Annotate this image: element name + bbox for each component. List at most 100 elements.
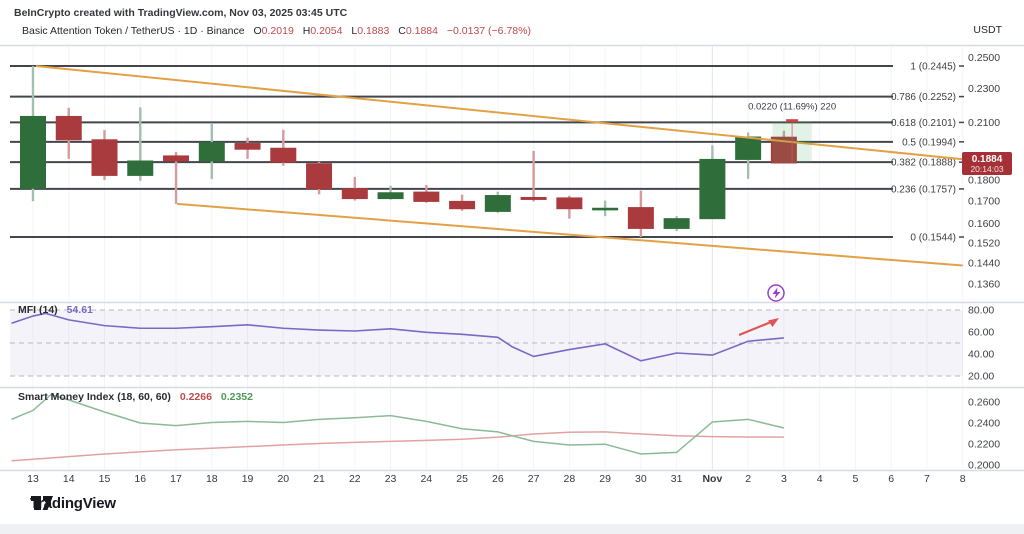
candle-body: [127, 160, 154, 176]
change-value: −0.0137 (−6.78%): [446, 25, 531, 37]
bottom-strip: [0, 524, 1024, 534]
time-axis-label: 16: [134, 473, 146, 485]
last-price-value: 0.1884: [972, 154, 1003, 165]
ohlc-high-value: 0.2054: [310, 25, 343, 37]
time-axis-label: 21: [313, 473, 325, 485]
time-axis-label: 26: [492, 473, 504, 485]
time-axis-label: 8: [960, 473, 966, 485]
smi-legend[interactable]: Smart Money Index (18, 60, 60) 0.2266 0.…: [18, 391, 253, 403]
candle-body: [377, 192, 404, 200]
mfi-axis-tick: 80.00: [968, 305, 994, 317]
flash-marker-bolt: [772, 287, 781, 299]
ohlc-open-value: 0.2019: [261, 25, 294, 37]
symbol-title: Basic Attention Token / TetherUS · 1D · …: [22, 25, 245, 37]
mfi-axis-tick: 20.00: [968, 371, 994, 383]
candle-body: [449, 200, 476, 210]
mfi-title: MFI (14): [18, 304, 58, 316]
smi-slow-line: [11, 393, 785, 455]
time-axis-label: 28: [564, 473, 576, 485]
time-axis-label: Nov: [702, 473, 722, 485]
time-scale-axis[interactable]: [0, 470, 1024, 490]
time-axis-label: 18: [206, 473, 218, 485]
candle-body: [699, 158, 726, 220]
tradingview-logo-icon: [31, 496, 53, 510]
trendline-lower-descending[interactable]: [177, 202, 963, 267]
price-axis-tick: 0.2100: [968, 117, 1000, 129]
mfi-value: 54.61: [66, 304, 93, 316]
candle-body: [663, 218, 690, 229]
fib-level-label: 0 (0.1544): [910, 232, 956, 243]
ohlc-low-label: L: [351, 25, 358, 37]
time-axis-label: 30: [635, 473, 647, 485]
smi-title: Smart Money Index (18, 60, 60): [18, 391, 171, 403]
time-axis-label: 15: [99, 473, 111, 485]
price-axis-tick: 0.1440: [968, 257, 1000, 269]
time-axis-label: 7: [924, 473, 930, 485]
price-axis-tick: 0.1600: [968, 218, 1000, 230]
candle-body: [592, 207, 619, 211]
candle-body: [198, 142, 225, 162]
fib-level-label: 0.618 (0.2101): [891, 118, 956, 129]
time-axis-label: 3: [781, 473, 787, 485]
candle-body: [234, 143, 261, 150]
time-axis-label: 17: [170, 473, 182, 485]
time-axis-label: 23: [385, 473, 397, 485]
measure-range-mark: [786, 119, 799, 123]
price-axis-tick: 0.1700: [968, 196, 1000, 208]
ohlc-close-label: C: [398, 25, 406, 37]
price-axis-tick: 0.1360: [968, 279, 1000, 291]
candle-body: [341, 188, 368, 200]
ohlc-open-label: O: [253, 25, 262, 37]
mfi-axis-tick: 40.00: [968, 349, 994, 361]
smi-axis-tick: 0.2200: [968, 439, 1000, 451]
trendline-upper-descending[interactable]: [35, 65, 963, 161]
mfi-legend[interactable]: MFI (14) 54.61: [18, 304, 93, 316]
time-axis-label: 5: [852, 473, 858, 485]
smi-slow-value: 0.2352: [220, 391, 253, 403]
time-axis-label: 27: [528, 473, 540, 485]
time-axis-label: 24: [420, 473, 432, 485]
candle-body: [20, 115, 46, 189]
quote-currency-label: USDT: [973, 24, 1002, 36]
smi-axis-tick: 0.2000: [968, 460, 1000, 472]
candle-body: [627, 207, 654, 229]
smi-axis-tick: 0.2400: [968, 418, 1000, 430]
smi-fast-value: 0.2266: [179, 391, 212, 403]
price-axis-tick: 0.2300: [968, 83, 1000, 95]
smi-axis-tick: 0.2600: [968, 397, 1000, 409]
ohlc-high-label: H: [302, 25, 311, 37]
time-axis-label: 31: [671, 473, 683, 485]
tradingview-logo[interactable]: TradingView: [30, 495, 116, 512]
candle-body: [484, 195, 511, 212]
last-price-badge: [962, 151, 1012, 175]
price-axis-tick: 0.1520: [968, 237, 1000, 249]
fib-level-label: 0.5 (0.1994): [902, 137, 956, 148]
bar-countdown: 20:14:03: [970, 164, 1003, 174]
candle-body: [556, 197, 583, 210]
ohlc-close-value: 0.1884: [405, 25, 438, 37]
time-axis-label: 2: [745, 473, 751, 485]
fib-level-label: 0.236 (0.1757): [891, 184, 956, 195]
symbol-legend[interactable]: Basic Attention Token / TetherUS · 1D · …: [22, 25, 531, 37]
mfi-axis-tick: 60.00: [968, 327, 994, 339]
time-axis-label: 29: [599, 473, 611, 485]
trend-arrow[interactable]: [738, 320, 772, 337]
candle-body: [91, 139, 118, 176]
price-axis-tick: 0.2500: [968, 52, 1000, 64]
measure-range-label: 0.0220 (11.69%) 220: [748, 102, 836, 113]
time-axis-label: 19: [242, 473, 254, 485]
price-axis-tick: 0.1800: [968, 174, 1000, 186]
time-axis-label: 6: [888, 473, 894, 485]
time-axis-label: 22: [349, 473, 361, 485]
time-axis-label: 14: [63, 473, 75, 485]
mfi-line: [11, 312, 784, 362]
candle-body: [735, 136, 762, 160]
candle-body: [306, 163, 333, 190]
ohlc-low-value: 0.1883: [357, 25, 390, 37]
time-axis-label: 13: [27, 473, 39, 485]
fib-level-label: 0.382 (0.1888): [891, 158, 956, 169]
time-axis-label: 4: [817, 473, 823, 485]
candle-body: [270, 147, 297, 163]
